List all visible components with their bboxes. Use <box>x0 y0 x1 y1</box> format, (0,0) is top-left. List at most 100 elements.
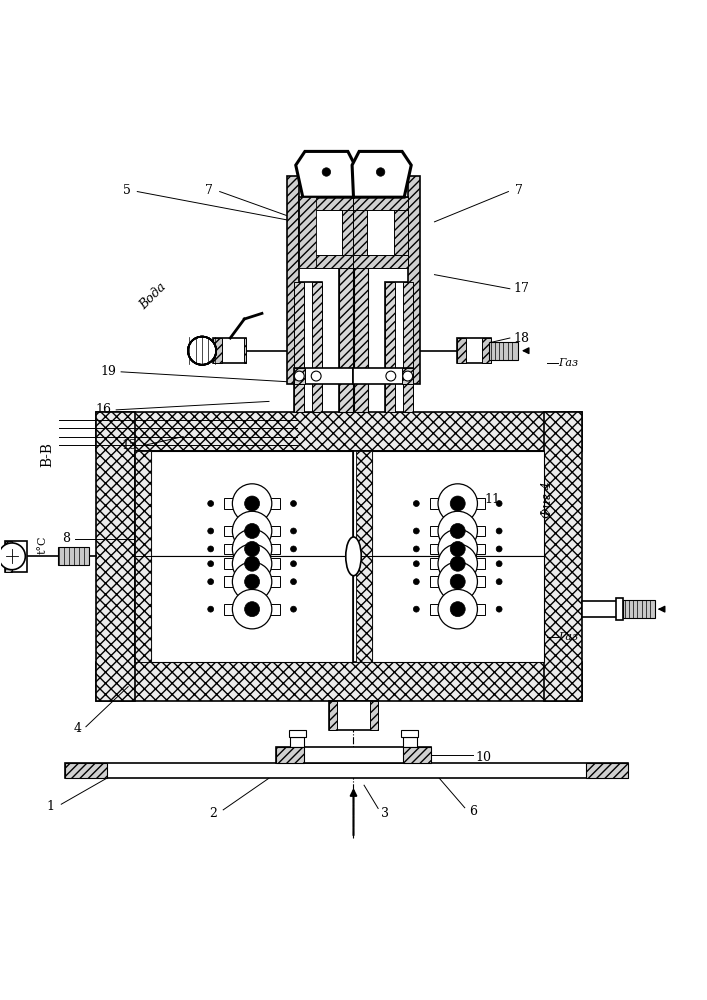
Bar <box>354 268 368 412</box>
Text: 6: 6 <box>469 805 477 818</box>
Circle shape <box>208 606 214 612</box>
Bar <box>151 556 354 662</box>
Circle shape <box>403 371 413 381</box>
Circle shape <box>438 589 477 629</box>
Circle shape <box>233 529 271 569</box>
Bar <box>286 176 299 384</box>
Bar <box>293 368 354 384</box>
Bar <box>96 662 583 701</box>
Circle shape <box>233 589 271 629</box>
Circle shape <box>245 523 259 538</box>
Circle shape <box>245 602 259 617</box>
Text: 15: 15 <box>122 439 137 452</box>
Bar <box>58 547 89 565</box>
Circle shape <box>414 528 419 534</box>
Circle shape <box>311 371 321 381</box>
Circle shape <box>450 496 465 511</box>
Bar <box>457 338 491 363</box>
Bar <box>276 747 431 763</box>
Text: 2: 2 <box>209 807 216 820</box>
Bar <box>96 412 583 451</box>
Circle shape <box>245 556 259 571</box>
Circle shape <box>233 484 271 523</box>
Bar <box>65 763 107 778</box>
Text: 4: 4 <box>74 722 81 735</box>
Bar <box>245 338 247 363</box>
Circle shape <box>291 561 296 567</box>
Ellipse shape <box>346 537 361 576</box>
Bar <box>339 268 353 412</box>
Circle shape <box>450 556 465 571</box>
Circle shape <box>322 168 331 176</box>
Text: 7: 7 <box>205 184 213 197</box>
Bar <box>354 197 408 268</box>
Text: 18: 18 <box>513 332 529 345</box>
Circle shape <box>496 546 502 552</box>
Bar <box>370 701 378 730</box>
Circle shape <box>208 528 214 534</box>
Bar <box>339 268 368 412</box>
Bar <box>586 763 628 778</box>
Text: 8: 8 <box>459 532 467 545</box>
Bar <box>65 763 628 778</box>
Circle shape <box>291 528 296 534</box>
Bar <box>288 730 305 737</box>
Circle shape <box>386 371 396 381</box>
Bar <box>299 197 354 268</box>
Circle shape <box>188 337 216 365</box>
Bar <box>5 541 28 572</box>
Text: 1: 1 <box>47 800 54 813</box>
Bar <box>430 544 485 554</box>
Bar <box>430 526 485 536</box>
Bar <box>623 600 655 618</box>
Circle shape <box>496 561 502 567</box>
Circle shape <box>245 574 259 589</box>
Bar <box>135 451 544 662</box>
Bar <box>583 601 618 617</box>
Circle shape <box>233 562 271 601</box>
Bar <box>354 197 408 210</box>
Circle shape <box>450 574 465 589</box>
Bar <box>404 282 414 412</box>
Bar <box>430 558 485 569</box>
Circle shape <box>496 606 502 612</box>
Bar <box>354 368 414 384</box>
Circle shape <box>208 561 214 567</box>
Circle shape <box>438 544 477 583</box>
Text: 5: 5 <box>123 184 131 197</box>
Bar <box>430 576 485 587</box>
Bar <box>225 544 280 554</box>
Circle shape <box>450 602 465 617</box>
Bar <box>213 338 222 363</box>
Bar <box>5 541 12 572</box>
Bar <box>329 701 337 730</box>
Circle shape <box>496 528 502 534</box>
Circle shape <box>233 511 271 551</box>
Text: 16: 16 <box>95 403 112 416</box>
Bar <box>225 498 280 509</box>
Bar <box>481 338 491 363</box>
Bar <box>403 737 417 747</box>
Circle shape <box>438 562 477 601</box>
Bar <box>430 498 485 509</box>
Polygon shape <box>296 151 355 197</box>
Bar <box>356 451 372 662</box>
Text: 17: 17 <box>513 282 529 295</box>
Text: 9: 9 <box>461 617 469 630</box>
Bar <box>225 576 280 587</box>
Bar <box>299 197 354 210</box>
Circle shape <box>245 496 259 511</box>
Bar <box>293 368 305 384</box>
Polygon shape <box>352 151 411 197</box>
Text: 7: 7 <box>515 184 523 197</box>
Text: В-В: В-В <box>40 442 54 467</box>
Circle shape <box>233 544 271 583</box>
Bar <box>293 282 303 412</box>
Bar <box>276 747 304 763</box>
Bar <box>225 604 280 615</box>
Bar <box>151 451 354 556</box>
Bar <box>489 342 518 360</box>
Circle shape <box>438 484 477 523</box>
Bar <box>354 197 367 268</box>
Circle shape <box>208 501 214 506</box>
